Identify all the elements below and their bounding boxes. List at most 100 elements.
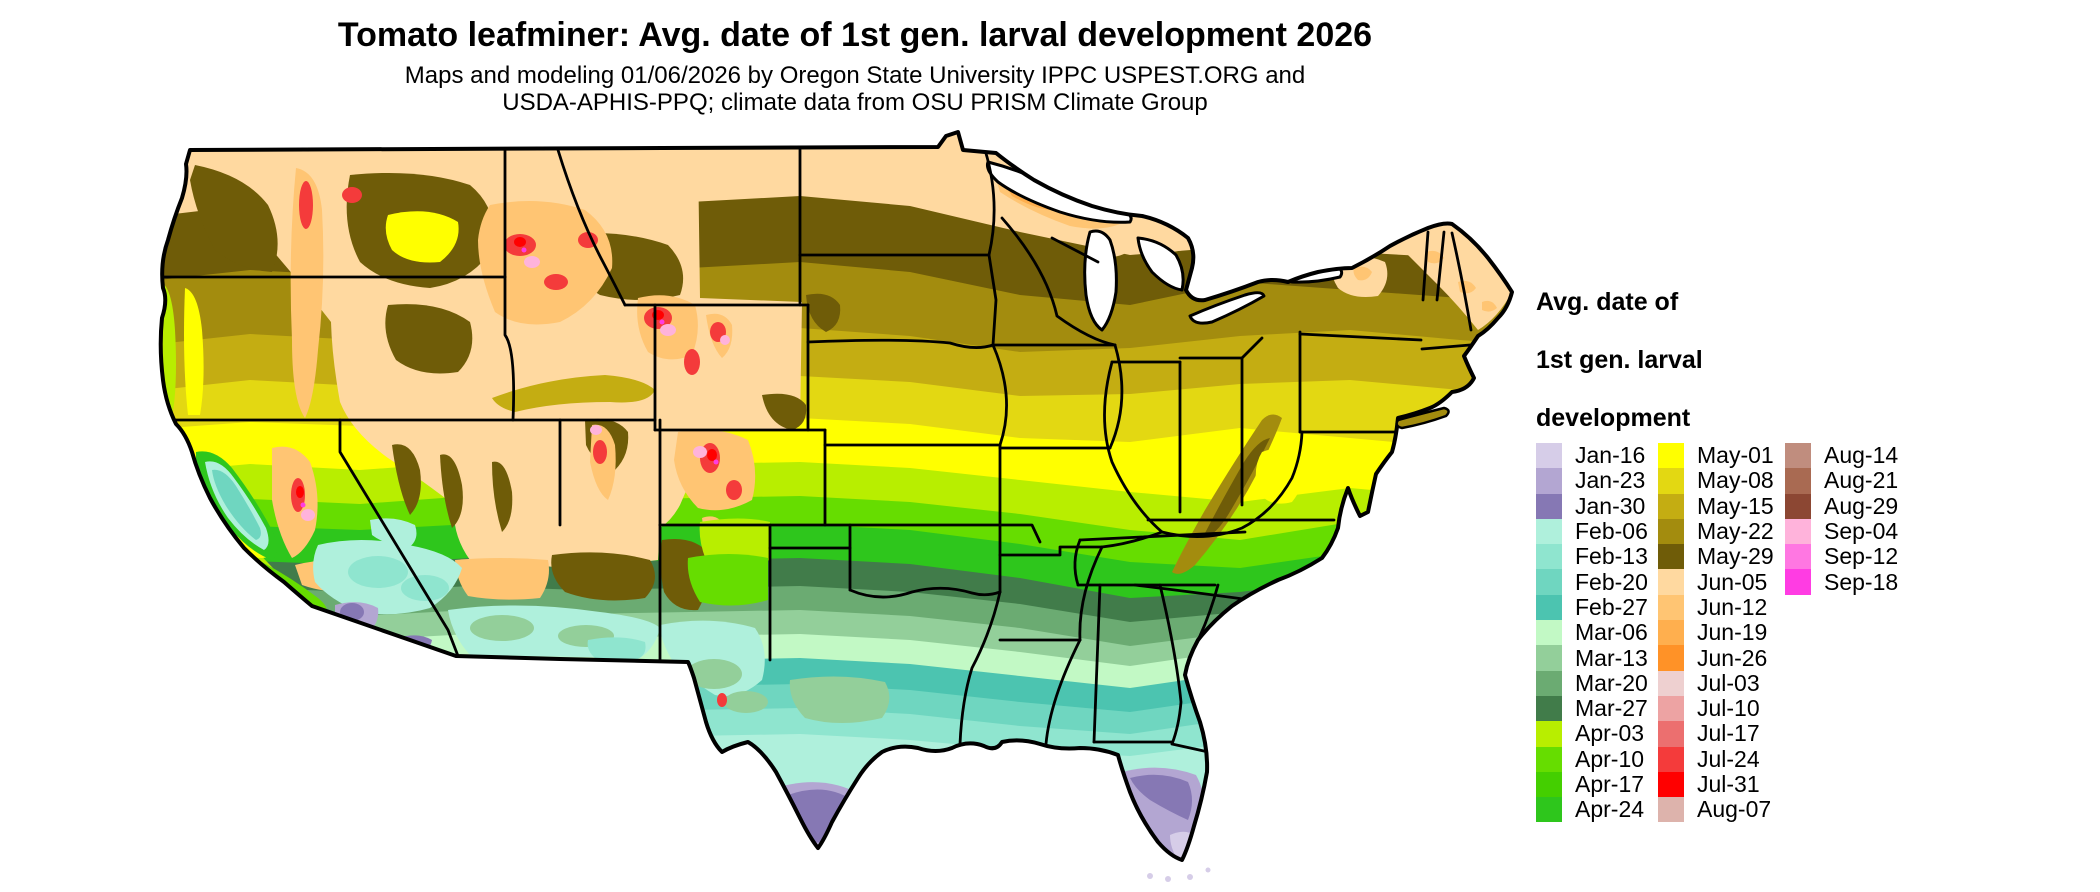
legend-swatch xyxy=(1785,518,1811,545)
legend-item: May-15 xyxy=(1658,493,1774,519)
legend-swatch xyxy=(1658,518,1684,545)
legend-swatch xyxy=(1536,569,1562,595)
legend-label: Sep-12 xyxy=(1824,543,1899,570)
legend-item: Sep-04 xyxy=(1785,518,1899,545)
legend-column: May-01 May-08 May-15 May-22 May-29 Jun-05 Jun-… xyxy=(1658,442,1774,823)
legend-swatch xyxy=(1658,620,1684,646)
legend-item: Jul-24 xyxy=(1658,745,1774,772)
legend: Avg. date of 1st gen. larval development… xyxy=(1536,288,2006,833)
legend-label: Jan-30 xyxy=(1575,492,1646,519)
legend-item: Apr-03 xyxy=(1536,720,1648,747)
legend-swatch xyxy=(1658,443,1684,469)
legend-label: Jan-16 xyxy=(1575,442,1646,469)
legend-label: Jul-03 xyxy=(1697,669,1760,696)
legend-label: Jun-26 xyxy=(1697,644,1768,671)
legend-item: Jul-03 xyxy=(1658,669,1774,696)
map-subtitle: Maps and modeling 01/06/2026 by Oregon S… xyxy=(0,62,1710,116)
legend-label: Mar-27 xyxy=(1575,695,1648,722)
legend-item: Aug-07 xyxy=(1658,796,1774,823)
legend-label: Jan-23 xyxy=(1575,467,1646,494)
legend-label: Mar-06 xyxy=(1575,619,1648,646)
legend-label: Aug-21 xyxy=(1824,467,1899,494)
legend-swatch xyxy=(1536,771,1562,798)
legend-item: Jan-30 xyxy=(1536,492,1648,519)
map-subtitle-line1: Maps and modeling 01/06/2026 by Oregon S… xyxy=(404,62,1306,89)
legend-title-line2: 1st gen. larval xyxy=(1536,346,1703,374)
legend-label: Sep-04 xyxy=(1824,518,1899,545)
legend-swatch xyxy=(1658,645,1684,671)
legend-swatch xyxy=(1536,443,1562,469)
legend-label: Aug-29 xyxy=(1824,492,1899,519)
legend-swatch xyxy=(1536,594,1562,621)
legend-swatch xyxy=(1658,721,1684,747)
legend-label: Aug-14 xyxy=(1824,442,1899,469)
legend-label: Apr-03 xyxy=(1575,720,1645,747)
legend-swatch xyxy=(1536,645,1562,671)
legend-item: Feb-27 xyxy=(1536,593,1648,621)
legend-swatch xyxy=(1536,518,1562,545)
legend-item: Jul-10 xyxy=(1658,695,1774,722)
legend-swatch xyxy=(1785,569,1811,595)
legend-item: Jun-05 xyxy=(1658,569,1774,595)
legend-swatch xyxy=(1536,544,1562,570)
legend-label: Mar-13 xyxy=(1575,644,1648,671)
legend-item: Mar-27 xyxy=(1536,695,1648,722)
legend-label: Jun-12 xyxy=(1697,593,1768,620)
legend-swatch xyxy=(1658,771,1684,798)
legend-item: May-08 xyxy=(1658,467,1774,494)
legend-columns: Jan-16 Jan-23 Jan-30 Feb-06 Feb-13 Feb-20 Feb-… xyxy=(1536,442,2006,833)
legend-label: Jul-10 xyxy=(1697,695,1760,722)
legend-label: May-01 xyxy=(1697,442,1774,469)
legend-item: Jun-26 xyxy=(1658,644,1774,671)
legend-column: Aug-14 Aug-21 Aug-29 Sep-04 Sep-12 Sep-18 xyxy=(1785,442,1899,595)
legend-swatch xyxy=(1658,468,1684,494)
legend-column: Jan-16 Jan-23 Jan-30 Feb-06 Feb-13 Feb-20 Feb-… xyxy=(1536,442,1648,823)
legend-swatch xyxy=(1536,746,1562,772)
legend-swatch xyxy=(1658,746,1684,772)
legend-item: Jul-17 xyxy=(1658,720,1774,747)
legend-label: Jun-19 xyxy=(1697,619,1768,646)
legend-swatch xyxy=(1536,695,1562,722)
legend-label: Feb-06 xyxy=(1575,518,1648,545)
legend-swatch xyxy=(1785,493,1811,519)
legend-label: Jul-24 xyxy=(1697,745,1760,772)
map-title: Tomato leafminer: Avg. date of 1st gen. … xyxy=(337,16,1373,54)
legend-label: Feb-13 xyxy=(1575,543,1648,570)
legend-item: Jul-31 xyxy=(1658,771,1774,798)
legend-swatch xyxy=(1785,443,1811,469)
legend-label: Feb-27 xyxy=(1575,593,1648,620)
legend-item: Apr-24 xyxy=(1536,796,1648,823)
legend-item: Jan-23 xyxy=(1536,467,1648,494)
legend-item: Feb-06 xyxy=(1536,518,1648,545)
legend-label: Jul-31 xyxy=(1697,771,1760,798)
legend-item: Aug-29 xyxy=(1785,492,1899,519)
legend-item: Mar-13 xyxy=(1536,644,1648,671)
legend-label: Apr-17 xyxy=(1575,771,1645,798)
legend-item: Sep-12 xyxy=(1785,543,1899,570)
legend-item: Feb-20 xyxy=(1536,569,1648,595)
legend-swatch xyxy=(1785,468,1811,494)
legend-swatch xyxy=(1536,670,1562,696)
legend-title-line1: Avg. date of xyxy=(1536,288,1679,316)
legend-swatch xyxy=(1658,695,1684,722)
legend-title-line3: development xyxy=(1536,404,1691,432)
legend-item: Mar-20 xyxy=(1536,670,1648,696)
legend-item: May-29 xyxy=(1658,543,1774,570)
legend-title: Avg. date of 1st gen. larval development xyxy=(1536,288,2006,433)
legend-label: Aug-07 xyxy=(1697,796,1772,823)
legend-item: Feb-13 xyxy=(1536,543,1648,570)
legend-item: May-01 xyxy=(1658,442,1774,469)
legend-swatch xyxy=(1536,721,1562,747)
legend-swatch xyxy=(1536,797,1562,823)
legend-item: May-22 xyxy=(1658,518,1774,545)
legend-item: Sep-18 xyxy=(1785,569,1898,595)
legend-item: Apr-10 xyxy=(1536,746,1648,772)
legend-item: Jun-19 xyxy=(1658,619,1774,646)
legend-item: Aug-14 xyxy=(1785,442,1899,469)
legend-label: May-08 xyxy=(1697,467,1774,494)
legend-swatch xyxy=(1658,797,1684,823)
legend-swatch xyxy=(1536,493,1562,519)
legend-swatch xyxy=(1658,670,1684,696)
